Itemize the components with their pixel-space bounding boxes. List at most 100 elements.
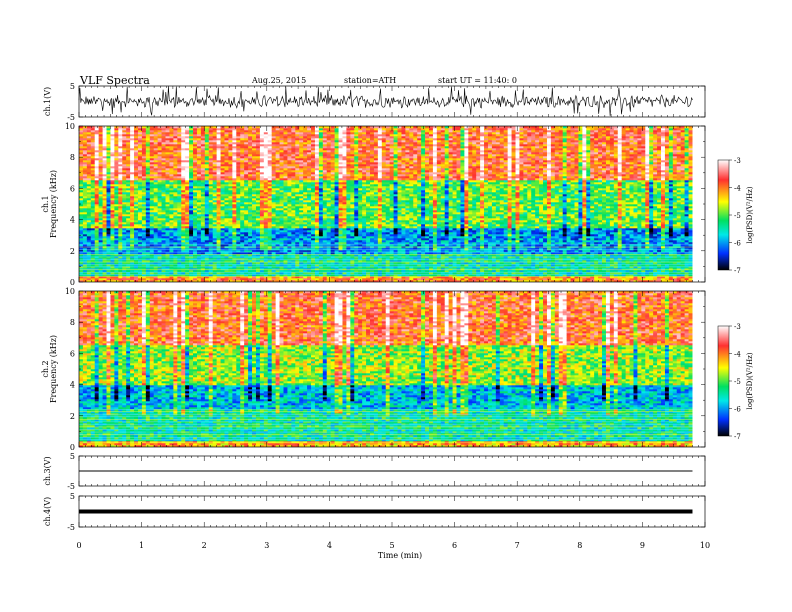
spectrogram-cell [271,196,276,199]
spectrogram-cell [216,148,221,151]
spectrogram-cell [165,186,170,189]
spectrogram-cell [228,154,233,157]
spectrogram-cell [299,200,304,203]
spectrogram-cell [307,126,312,129]
spectrogram-cell [228,178,233,181]
spectrogram-cell [86,130,92,133]
spectrogram-cell [271,176,276,179]
spectrogram-cell [318,258,324,261]
spectrogram-cell [185,140,190,143]
spectrogram-cell [157,194,162,197]
spectrogram-cell [79,220,84,223]
spectrogram-cell [240,130,245,133]
spectrogram-cell [169,202,174,205]
spectrogram-cell [307,164,312,167]
spectrogram-cell [149,134,155,137]
spectrogram-cell [224,156,229,159]
spectrogram-cell [149,128,155,131]
spectrogram-cell [204,240,210,243]
spectrogram-cell [110,208,115,211]
spectrogram-cell [149,156,155,159]
spectrogram-cell [314,218,320,221]
spectrogram-cell [134,164,139,167]
spectrogram-cell [204,242,210,245]
spectrogram-cell [86,164,92,167]
spectrogram-cell [307,152,312,155]
spectrogram-cell [165,248,170,251]
spectrogram-cell [157,172,162,175]
spectrogram-cell [134,152,139,155]
spectrogram-cell [161,206,166,209]
spectrogram-cell [232,222,237,225]
spectrogram-cell [248,230,253,233]
spectrogram-cell [118,138,123,141]
spectrogram-cell [157,192,162,195]
spectrogram-cell [248,252,253,255]
spectrogram-cell [114,154,119,157]
spectrogram-cell [236,158,241,161]
spectrogram-cell [110,166,115,169]
spectrogram-cell [110,182,115,185]
spectrogram-cell [220,230,225,233]
spectrogram-cell [141,194,147,197]
spectrogram-cell [137,248,143,251]
spectrogram-cell [200,150,206,153]
spectrogram-cell [252,202,257,205]
spectrogram-cell [259,186,265,189]
spectrogram-cell [157,218,162,221]
spectrogram-cell [314,188,320,191]
spectrogram-cell [271,276,276,279]
spectrogram-cell [137,146,143,149]
spectrogram-cell [177,174,182,177]
spectrogram-cell [102,270,107,273]
spectrogram-cell [106,164,111,167]
spectrogram-cell [122,242,127,245]
spectrogram-cell [169,150,174,153]
spectrogram-cell [220,132,225,135]
spectrogram-cell [283,170,288,173]
spectrogram-cell [149,196,155,199]
spectrogram-cell [263,158,269,161]
spectrogram-cell [189,128,194,131]
spectrogram-cell [153,132,158,135]
spectrogram-cell [314,162,320,165]
spectrogram-cell [307,264,312,267]
spectrogram-cell [314,184,320,187]
spectrogram-cell [240,174,245,177]
spectrogram-cell [271,126,276,129]
spectrogram-cell [79,176,84,179]
spectrogram-cell [295,156,300,159]
spectrogram-cell [208,262,213,265]
spectrogram-cell [271,132,276,135]
spectrogram-cell [114,166,119,169]
spectrogram-cell [232,216,237,219]
spectrogram-cell [79,274,84,277]
spectrogram-cell [137,250,143,253]
spectrogram-cell [161,280,166,282]
spectrogram-cell [314,244,320,247]
spectrogram-cell [185,220,190,223]
spectrogram-cell [220,134,225,137]
spectrogram-cell [314,130,320,133]
spectrogram-cell [193,198,198,201]
spectrogram-cell [82,158,88,161]
spectrogram-cell [255,228,261,231]
spectrogram-cell [98,236,103,239]
spectrogram-cell [314,266,320,269]
spectrogram-cell [181,278,186,281]
spectrogram-cell [311,200,316,203]
spectrogram-cell [177,186,182,189]
spectrogram-cell [193,242,198,245]
spectrogram-cell [291,126,296,129]
spectrogram-cell [216,218,221,221]
spectrogram-cell [122,192,127,195]
spectrogram-cell [82,198,88,201]
spectrogram-cell [259,196,265,199]
spectrogram-cell [236,142,241,145]
spectrogram-cell [173,178,178,181]
spectrogram-cell [173,254,178,257]
spectrogram-cell [216,170,221,173]
spectrogram-cell [169,258,174,261]
spectrogram-cell [232,188,237,191]
spectrogram-cell [122,202,127,205]
